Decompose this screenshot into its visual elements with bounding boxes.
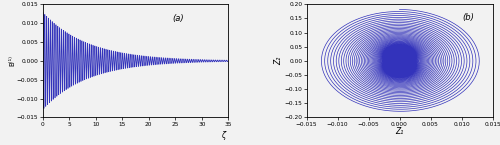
Text: (b): (b) [462,13,474,22]
Text: (a): (a) [172,14,184,23]
Y-axis label: B⁽¹⁾: B⁽¹⁾ [9,56,15,66]
X-axis label: ζ: ζ [221,131,225,140]
X-axis label: Z₁: Z₁ [396,127,404,136]
Y-axis label: Z₂: Z₂ [274,57,283,65]
